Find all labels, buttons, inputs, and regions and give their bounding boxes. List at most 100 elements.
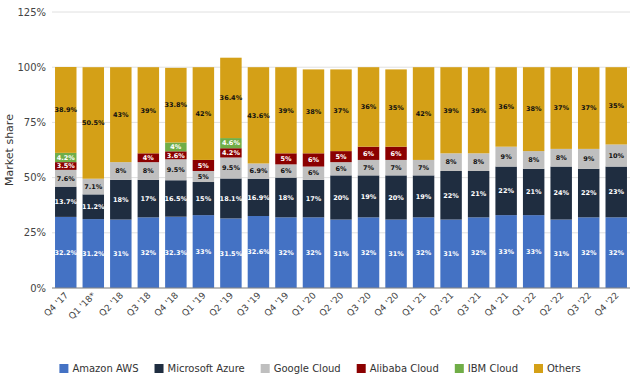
bar-segment bbox=[468, 171, 489, 217]
x-tick-label: Q3 '18 bbox=[125, 290, 153, 318]
x-tick-label: Q1 '21 bbox=[400, 290, 428, 318]
data-label: 11.2% bbox=[82, 203, 105, 211]
legend-label: Google Cloud bbox=[274, 363, 341, 374]
data-labels: 32.2%13.7%7.6%3.5%4.2%38.9%31.2%11.2%7.1… bbox=[54, 94, 624, 258]
grid-line bbox=[52, 12, 630, 13]
data-label: 7% bbox=[391, 164, 403, 172]
data-label: 4% bbox=[170, 143, 182, 151]
data-label: 32% bbox=[361, 249, 377, 257]
bar-segment bbox=[606, 217, 627, 288]
bar-segment bbox=[193, 171, 214, 182]
bar-segment bbox=[358, 217, 379, 288]
data-label: 37% bbox=[553, 104, 569, 112]
bar-segment bbox=[330, 162, 351, 175]
data-label: 42% bbox=[196, 110, 212, 118]
data-label: 7% bbox=[418, 164, 430, 172]
bar-segment bbox=[358, 175, 379, 217]
data-label: 22% bbox=[581, 189, 597, 197]
bar-segment bbox=[303, 167, 324, 180]
data-label: 6% bbox=[308, 156, 320, 164]
x-tick-label: Q2 '22 bbox=[538, 290, 566, 318]
bar-segment bbox=[110, 162, 131, 180]
data-label: 16.9% bbox=[247, 194, 270, 202]
bars bbox=[55, 58, 627, 288]
grid-line bbox=[52, 288, 630, 289]
data-label: 35% bbox=[608, 102, 624, 110]
data-label: 13.7% bbox=[54, 198, 77, 206]
data-label: 35% bbox=[388, 104, 404, 112]
bar-segment bbox=[220, 148, 241, 157]
data-label: 17% bbox=[306, 195, 322, 203]
legend-swatch bbox=[59, 364, 68, 373]
y-tick-label: 25% bbox=[24, 227, 46, 238]
bar-segment bbox=[440, 67, 461, 153]
data-label: 8% bbox=[473, 158, 485, 166]
data-label: 32% bbox=[416, 249, 432, 257]
bar-segment bbox=[330, 220, 351, 288]
bar-segment bbox=[358, 160, 379, 175]
bar-segment bbox=[193, 215, 214, 288]
bar-segment bbox=[440, 171, 461, 220]
x-tick-label: Q1 '19 bbox=[180, 290, 208, 318]
data-label: 4.2% bbox=[222, 149, 241, 157]
bar-segment bbox=[165, 142, 186, 151]
bar-segment bbox=[110, 180, 131, 220]
legend-item: Google Cloud bbox=[261, 363, 341, 374]
data-label: 43% bbox=[113, 111, 129, 119]
data-label: 32.6% bbox=[247, 248, 270, 256]
bar-segment bbox=[220, 158, 241, 179]
bar-segment bbox=[495, 167, 516, 216]
data-label: 36.4% bbox=[220, 94, 243, 102]
x-tick-label: Q3 '21 bbox=[455, 290, 483, 318]
data-label: 33% bbox=[526, 248, 542, 256]
legend-item: Alibaba Cloud bbox=[357, 363, 439, 374]
data-label: 50.5% bbox=[82, 119, 105, 127]
x-tick-label: Q3 '20 bbox=[345, 290, 373, 318]
x-tick-label: Q2 '19 bbox=[207, 290, 235, 318]
x-tick-label: Q4 '19 bbox=[262, 290, 290, 318]
bar-segment bbox=[275, 67, 296, 153]
bar-segment bbox=[606, 144, 627, 166]
bar-segment bbox=[413, 217, 434, 288]
bar-segment bbox=[275, 178, 296, 218]
x-tick-label: Q1 '20 bbox=[290, 290, 318, 318]
data-label: 18% bbox=[113, 196, 129, 204]
bar-segment bbox=[275, 164, 296, 177]
bar-segment bbox=[110, 67, 131, 162]
data-label: 6% bbox=[391, 150, 403, 158]
data-label: 8% bbox=[143, 167, 155, 175]
data-label: 43.6% bbox=[247, 112, 270, 120]
data-label: 24% bbox=[553, 189, 569, 197]
bar-segment bbox=[248, 163, 269, 178]
data-label: 32% bbox=[278, 249, 294, 257]
data-label: 32% bbox=[306, 249, 322, 257]
data-label: 9% bbox=[583, 155, 595, 163]
data-label: 5% bbox=[198, 173, 210, 181]
legend-swatch bbox=[155, 364, 164, 373]
y-tick-label: 0% bbox=[30, 283, 46, 294]
x-tick-label: Q1 '18* bbox=[67, 290, 99, 322]
bar-segment bbox=[578, 217, 599, 288]
x-tick-label: Q2 '20 bbox=[317, 290, 345, 318]
data-label: 36% bbox=[498, 103, 514, 111]
bar-segment bbox=[606, 67, 627, 144]
x-tick-label: Q4 '21 bbox=[483, 290, 511, 318]
data-label: 7.1% bbox=[84, 183, 103, 191]
data-label: 17% bbox=[141, 195, 157, 203]
bar-segment bbox=[468, 217, 489, 288]
data-label: 32% bbox=[471, 249, 487, 257]
data-label: 3.5% bbox=[57, 162, 76, 170]
x-tick-label: Q1 '22 bbox=[510, 290, 538, 318]
bar-segment bbox=[550, 167, 571, 220]
bar-segment bbox=[523, 215, 544, 288]
bar-segment bbox=[193, 67, 214, 160]
legend-label: IBM Cloud bbox=[468, 363, 518, 374]
bar-segment bbox=[413, 160, 434, 175]
bar-segment bbox=[138, 67, 159, 153]
data-label: 33% bbox=[498, 248, 514, 256]
legend-label: Alibaba Cloud bbox=[370, 363, 439, 374]
legend-swatch bbox=[357, 364, 366, 373]
data-label: 18.1% bbox=[220, 195, 243, 203]
bar-segment bbox=[110, 220, 131, 288]
data-label: 5% bbox=[280, 155, 292, 163]
